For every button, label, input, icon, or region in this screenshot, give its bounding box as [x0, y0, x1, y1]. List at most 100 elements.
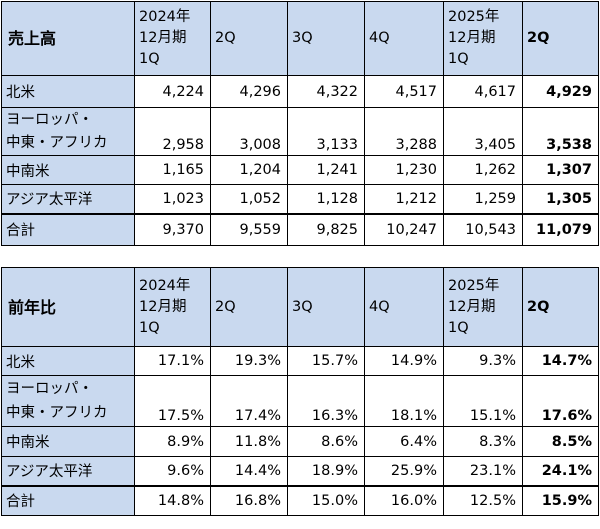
cell-value: 15.9% — [522, 484, 599, 516]
cell-value: 4,224 — [134, 75, 211, 108]
cell-value: 16.0% — [364, 484, 444, 516]
cell-value: 24.1% — [522, 456, 599, 486]
cell-value: 8.3% — [443, 426, 523, 457]
column-header-line: 1Q — [448, 51, 469, 67]
column-header: 4Q — [364, 267, 444, 347]
column-header: 2Q — [210, 1, 288, 76]
cell-value: 17.6% — [522, 375, 599, 427]
cell-value: 19.3% — [210, 346, 288, 376]
table-title: 前年比 — [1, 267, 135, 347]
cell-value: 6.4% — [364, 426, 444, 457]
cell-value: 14.9% — [364, 346, 444, 376]
cell-value: 1,230 — [364, 155, 444, 185]
column-header-line: 12月期 — [448, 298, 496, 315]
table-row: ヨーロッパ・ 中東・アフリカ 2,958 3,008 3,133 3,288 3,… — [1, 107, 599, 156]
row-label: 北米 — [1, 346, 135, 376]
cell-value: 8.5% — [522, 426, 599, 457]
row-label-line: 中東・アフリカ — [6, 134, 108, 151]
cell-value: 16.8% — [210, 484, 288, 516]
cell-value: 3,008 — [210, 107, 288, 156]
column-header: 2Q — [522, 267, 599, 347]
cell-value: 15.0% — [287, 484, 365, 516]
column-header: 2025年 12月期 1Q — [443, 267, 523, 347]
cell-value: 18.1% — [364, 375, 444, 427]
cell-value: 1,023 — [134, 184, 211, 214]
cell-value: 4,296 — [210, 75, 288, 108]
column-header-line: 2024年 — [139, 277, 191, 294]
cell-value: 15.7% — [287, 346, 365, 376]
column-header: 2025年 12月期 1Q — [443, 1, 523, 76]
cell-value: 9,559 — [210, 212, 288, 246]
row-label-line: 中東・アフリカ — [6, 405, 108, 421]
cell-value: 1,128 — [287, 184, 365, 214]
cell-value: 17.1% — [134, 346, 211, 376]
column-header-line: 1Q — [448, 319, 469, 336]
cell-value: 3,538 — [522, 107, 599, 156]
table-row: 中南米 8.9% 11.8% 8.6% 6.4% 8.3% 8.5% — [1, 426, 599, 457]
table-row: 北米 4,224 4,296 4,322 4,517 4,617 4,929 — [1, 75, 599, 108]
row-label: 北米 — [1, 75, 135, 108]
cell-value: 4,929 — [522, 75, 599, 108]
row-label: ヨーロッパ・ 中東・アフリカ — [1, 375, 135, 427]
table-title: 売上高 — [1, 1, 135, 76]
header-row: 前年比 2024年 12月期 1Q 2Q 3Q 4Q 2025年 12月期 1Q 2Q — [1, 267, 599, 347]
row-label-line: ヨーロッパ・ — [6, 381, 93, 397]
row-label: アジア太平洋 — [1, 456, 135, 486]
table-row: アジア太平洋 9.6% 14.4% 18.9% 25.9% 23.1% 24.1… — [1, 456, 599, 486]
cell-value: 11.8% — [210, 426, 288, 457]
cell-value: 10,543 — [443, 212, 523, 246]
cell-value: 1,262 — [443, 155, 523, 185]
table-row: アジア太平洋 1,023 1,052 1,128 1,212 1,259 1,3… — [1, 184, 599, 214]
column-header: 3Q — [287, 267, 365, 347]
cell-value: 4,517 — [364, 75, 444, 108]
cell-value: 14.4% — [210, 456, 288, 486]
cell-value: 1,241 — [287, 155, 365, 185]
cell-value: 18.9% — [287, 456, 365, 486]
row-label: 中南米 — [1, 155, 135, 185]
column-header-line: 1Q — [139, 319, 160, 336]
total-row: 合計 14.8% 16.8% 15.0% 16.0% 12.5% 15.9% — [1, 484, 599, 516]
column-header-line: 2024年 — [139, 9, 191, 25]
cell-value: 1,165 — [134, 155, 211, 185]
column-header-line: 1Q — [139, 51, 160, 67]
cell-value: 4,322 — [287, 75, 365, 108]
row-label: 中南米 — [1, 426, 135, 457]
column-header-line: 2025年 — [448, 277, 500, 294]
row-label: 合計 — [1, 484, 135, 516]
cell-value: 1,305 — [522, 184, 599, 214]
cell-value: 25.9% — [364, 456, 444, 486]
cell-value: 2,958 — [134, 107, 211, 156]
column-header: 4Q — [364, 1, 444, 76]
header-row: 売上高 2024年 12月期 1Q 2Q 3Q 4Q 2025年 12月期 1Q 2Q — [1, 1, 599, 76]
cell-value: 8.6% — [287, 426, 365, 457]
cell-value: 12.5% — [443, 484, 523, 516]
cell-value: 11,079 — [522, 212, 599, 246]
table-row: 北米 17.1% 19.3% 15.7% 14.9% 9.3% 14.7% — [1, 346, 599, 376]
column-header: 2024年 12月期 1Q — [134, 267, 211, 347]
cell-value: 17.4% — [210, 375, 288, 427]
cell-value: 17.5% — [134, 375, 211, 427]
sales-table: 売上高 2024年 12月期 1Q 2Q 3Q 4Q 2025年 12月期 1Q 2Q … — [1, 1, 599, 246]
cell-value: 1,259 — [443, 184, 523, 214]
column-header: 2Q — [210, 267, 288, 347]
cell-value: 8.9% — [134, 426, 211, 457]
column-header-line: 12月期 — [139, 298, 187, 315]
table-row: ヨーロッパ・ 中東・アフリカ 17.5% 17.4% 16.3% 18.1% 15… — [1, 375, 599, 427]
cell-value: 9,825 — [287, 212, 365, 246]
cell-value: 4,617 — [443, 75, 523, 108]
row-label-line: ヨーロッパ・ — [6, 111, 93, 128]
cell-value: 14.8% — [134, 484, 211, 516]
row-label: ヨーロッパ・ 中東・アフリカ — [1, 107, 135, 156]
cell-value: 1,212 — [364, 184, 444, 214]
cell-value: 1,204 — [210, 155, 288, 185]
cell-value: 9.3% — [443, 346, 523, 376]
table-row: 中南米 1,165 1,204 1,241 1,230 1,262 1,307 — [1, 155, 599, 185]
column-header-line: 12月期 — [139, 30, 187, 46]
cell-value: 1,052 — [210, 184, 288, 214]
row-label: アジア太平洋 — [1, 184, 135, 214]
cell-value: 3,133 — [287, 107, 365, 156]
column-header: 3Q — [287, 1, 365, 76]
column-header-line: 12月期 — [448, 30, 496, 46]
row-label: 合計 — [1, 212, 135, 246]
cell-value: 15.1% — [443, 375, 523, 427]
